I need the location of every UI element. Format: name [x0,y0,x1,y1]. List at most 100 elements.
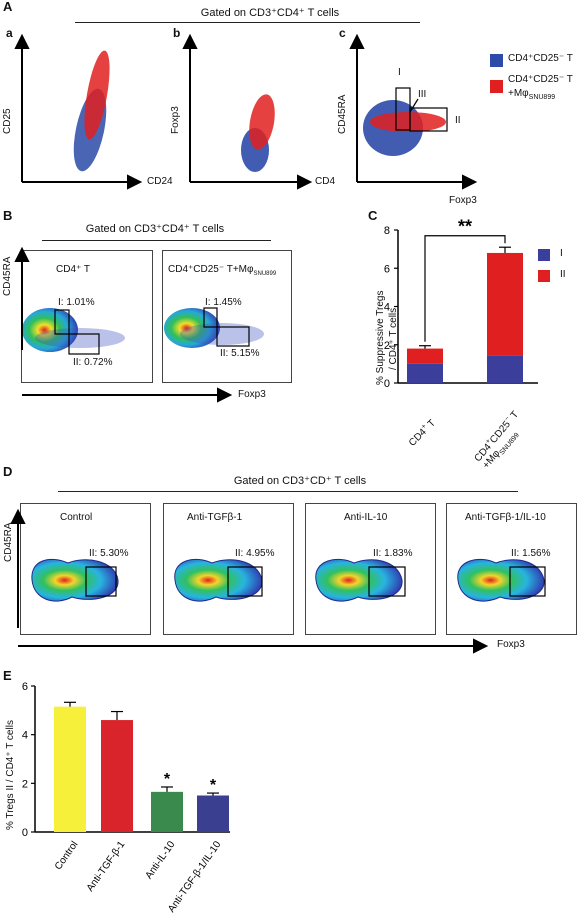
panel-a-gate-label: Gated on CD3⁺CD4⁺ T cells [200,7,340,19]
panel-d-plot-1-population [31,558,119,602]
panel-a-sub-c: c [339,26,346,40]
panel-c-ytick-label: 4 [384,302,390,314]
panel-c-legend-swatch-i [538,249,550,261]
panel-d-plot-1-title: Control [60,512,93,523]
panel-d-plot-4-population [457,558,545,602]
panel-b-plot-2-gate-ii-box [216,326,250,347]
legend-swatch-red [490,80,503,93]
panel-e-bar-1 [54,706,86,832]
panel-d-gate-label: Gated on CD3⁺CD⁺ T cells [233,475,367,487]
flow-plot-c [349,33,478,190]
panel-a-sub-a: a [6,26,13,40]
panel-b-plot-2-density [164,308,220,348]
plot-c-gate-ii [409,107,448,132]
panel-d-plot-3-population [315,558,403,602]
plot-b-axes [182,33,313,190]
panel-a-gate-line [75,22,420,23]
panel-d-axes [10,508,489,654]
panel-c-ytick-label: 2 [384,340,390,352]
panel-b-plot-1-gate-ii: II: 0.72% [73,357,113,368]
panel-d-plot-2-gate-box [227,566,263,597]
panel-c-legend-label-ii: II [560,269,566,280]
panel-e-xtick-label: Anti-TGF-β-1 [85,839,128,894]
panel-e-ytick-label: 2 [22,778,28,790]
panel-e-xtick-label: Anti-IL-10 [144,839,178,881]
panel-c-ytick-label: 0 [384,378,390,390]
plot-c-gate-i-label: I [398,67,401,78]
panel-e-letter: E [3,668,12,683]
plot-a-red-cells [84,50,110,140]
panel-b-plot-1-gate-i: I: 1.01% [58,297,95,308]
panel-d-plot-4-title: Anti-TGFβ-1/IL-10 [465,512,546,523]
legend-label-red-line2: +MφSNU899 [508,88,556,101]
panel-b-gate-line [42,240,271,241]
panel-c-ytick-label: 6 [384,263,390,275]
panel-d-plot-1-gate-box [85,566,117,597]
panel-b-plot-1-title: CD4⁺ T [56,264,90,275]
panel-d-plot-4-gate-box [509,566,546,597]
panel-e-ytick-label: 6 [22,681,28,693]
panel-c-bar-1-I [407,363,443,383]
panel-b-axes [14,246,233,403]
panel-b-letter: B [3,208,13,223]
panel-c-significance-bracket [424,235,506,342]
panel-d-xlabel: Foxp3 [497,639,525,650]
panel-b-plot-2-gate-i-box [203,307,218,328]
panel-e-bar-3 [151,791,183,832]
panel-d-plot-3-gate: II: 1.83% [373,548,413,559]
panel-e-bar-4 [197,795,229,832]
panel-c-bar-2-I [487,355,523,383]
panel-e-ytick-label: 0 [22,827,28,839]
panel-b-plot-1-density [22,308,78,352]
plot-c-red-cells [370,112,446,132]
panel-b-plot-2-title: CD4⁺CD25⁻ T+MφSNU899 [168,264,277,277]
panel-d-plot-3-title: Anti-IL-10 [344,512,388,523]
panel-a-letter: A [3,0,13,14]
panel-b-xlabel: Foxp3 [238,389,266,400]
panel-e-xtick-label: Anti-TGF-β-1/IL-10 [166,839,224,915]
plot-c-gate-ii-label: II [455,115,461,126]
plot-b-xlabel: CD4 [315,176,336,187]
panel-c-legend-swatch-ii [538,270,550,282]
panel-c-significance: ** [458,217,472,237]
legend-swatch-blue [490,54,503,67]
plot-b-red-cells [249,94,275,150]
panel-a-legend: CD4⁺CD25⁻ T CD4⁺CD25⁻ T +MφSNU899 [490,50,586,120]
plot-a-axes [14,33,143,190]
plot-c-xlabel: Foxp3 [449,195,477,206]
panel-c-bar-2-II [487,252,523,356]
panel-b-plot-2-scatter [180,323,264,345]
plot-c-axes [349,33,478,190]
panel-d-plot-1-gate: II: 5.30% [89,548,129,559]
plot-a-xlabel: CD24 [147,176,173,187]
flow-plot-b [182,33,313,190]
panel-a-sub-b: b [173,26,181,40]
panel-d-gate-line [58,491,518,492]
panel-c-letter: C [368,208,378,223]
panel-d-letter: D [3,464,13,479]
legend-label-red: CD4⁺CD25⁻ T [508,74,573,85]
panel-e-xtick-label: Control [53,839,81,872]
legend-label-blue: CD4⁺CD25⁻ T [508,53,573,64]
panel-b-plot-1-gate-i-box [54,309,70,335]
panel-c-bar-1-II [407,348,443,364]
panel-d-plot-3-gate-box [368,566,406,597]
panel-b-plot-1-gate-ii-box [68,333,100,355]
panel-b-plot-2-gate-i: I: 1.45% [205,297,242,308]
panel-d-plot-2-title: Anti-TGFβ-1 [187,512,243,523]
panel-d-plot-4-gate: II: 1.56% [511,548,551,559]
panel-e-ytick-label: 4 [22,730,28,742]
panel-e-significance: * [210,777,217,794]
panel-e-significance: * [164,771,171,788]
panel-e-bar-2 [101,720,133,832]
plot-c-gate-iii-pointer [409,98,419,113]
panel-d-plot-2-gate: II: 4.95% [235,548,275,559]
panel-b-plot-2-gate-ii: II: 5.15% [220,348,260,359]
plot-c-gate-iii-label: III [418,89,427,100]
panel-b-plot-1-scatter [35,328,125,348]
panel-b-gate-label: Gated on CD3⁺CD4⁺ T cells [85,223,225,235]
